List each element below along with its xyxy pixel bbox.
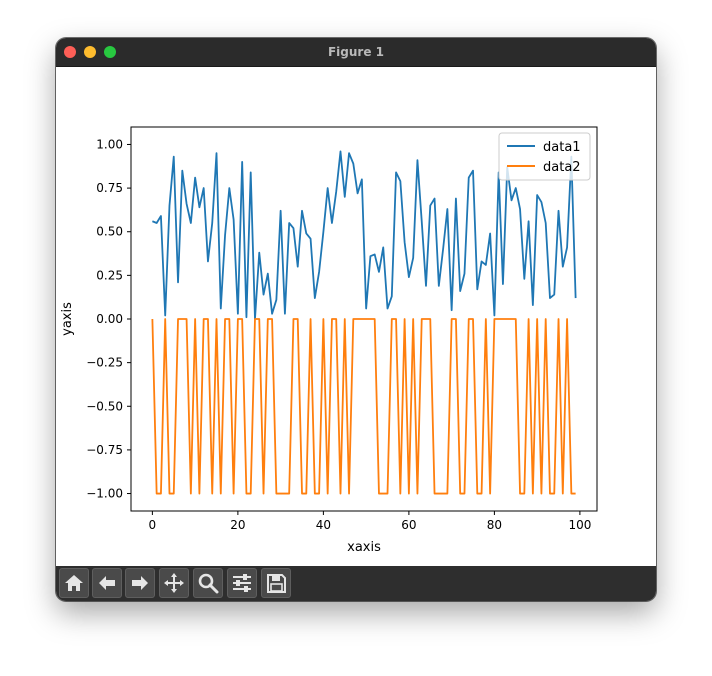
y-tick-label: −1.00 <box>86 487 123 501</box>
x-tick-label: 40 <box>316 518 331 532</box>
configure-subplots-button[interactable] <box>227 568 257 598</box>
x-tick-label: 0 <box>149 518 157 532</box>
legend: data1 data2 <box>498 132 591 181</box>
x-tick-label: 60 <box>401 518 416 532</box>
y-tick-label: −0.75 <box>86 443 123 457</box>
legend-label-data1: data1 <box>543 140 581 155</box>
y-axis-label: yaxis <box>60 302 75 336</box>
series-layer <box>151 150 577 495</box>
y-tick-label: 0.00 <box>96 312 123 326</box>
legend-label-data2: data2 <box>543 160 581 175</box>
pan-button[interactable] <box>159 568 189 598</box>
forward-arrow-icon <box>132 576 148 590</box>
window-title: Figure 1 <box>327 45 385 59</box>
back-button[interactable] <box>92 568 122 598</box>
minimize-window-button[interactable] <box>84 46 96 58</box>
home-button[interactable] <box>59 568 89 598</box>
y-tick-label: 1.00 <box>96 137 123 151</box>
back-arrow-icon <box>99 576 115 590</box>
legend-box <box>498 132 591 181</box>
configure-subplots-icon <box>233 574 251 592</box>
x-axis-label: xaxis <box>347 540 381 555</box>
series-line-data2 <box>151 318 576 495</box>
navigation-toolbar <box>56 566 656 601</box>
x-tick-label: 100 <box>568 518 591 532</box>
zoom-button[interactable] <box>193 568 223 598</box>
line-chart: 0 20 40 60 80 100 1.00 0.75 0.50 0.25 0.00 −0.25 −0.… <box>60 126 598 555</box>
figure-window: Figure 1 0 20 40 60 80 100 1.00 0.75 0.50 0.25 0.0… <box>56 38 656 601</box>
save-icon <box>267 574 286 593</box>
y-tick-label: 0.25 <box>96 268 123 282</box>
close-window-button[interactable] <box>64 46 76 58</box>
figure-canvas[interactable]: 0 20 40 60 80 100 1.00 0.75 0.50 0.25 0.00 −0.25 −0.… <box>56 67 656 566</box>
pan-icon <box>164 573 184 593</box>
zoom-icon <box>198 573 219 594</box>
y-tick-label: −0.50 <box>86 399 123 413</box>
y-tick-label: 0.75 <box>96 181 123 195</box>
y-tick-label: 0.50 <box>96 225 123 239</box>
y-tick-label: −0.25 <box>86 356 123 370</box>
series-line-data1 <box>152 150 577 320</box>
axes-layer: 0 20 40 60 80 100 1.00 0.75 0.50 0.25 0.00 −0.25 −0.… <box>86 137 591 532</box>
maximize-window-button[interactable] <box>104 46 116 58</box>
forward-button[interactable] <box>125 568 155 598</box>
x-tick-label: 80 <box>487 518 502 532</box>
x-tick-label: 20 <box>230 518 245 532</box>
save-button[interactable] <box>261 568 291 598</box>
title-bar[interactable]: Figure 1 <box>56 38 656 67</box>
home-icon <box>65 575 83 591</box>
